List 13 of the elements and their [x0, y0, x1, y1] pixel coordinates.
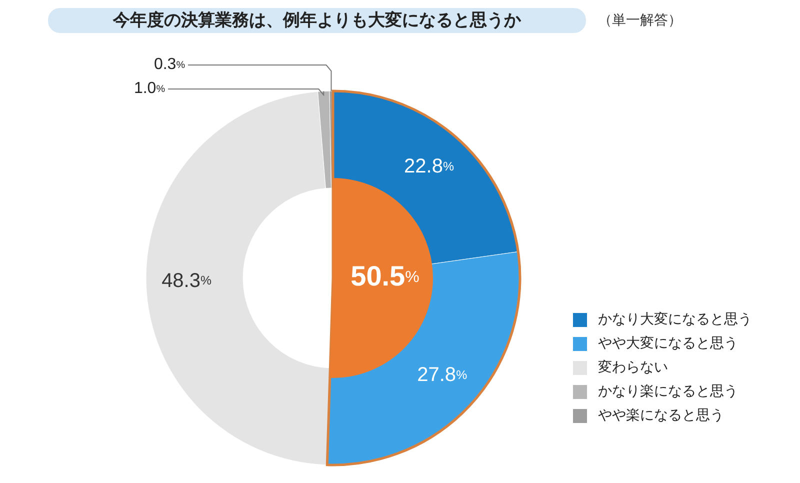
legend-label: やや大変になると思う	[598, 334, 738, 351]
legend-label: かなり大変になると思う	[598, 310, 752, 327]
data-label: 0.3%	[154, 56, 186, 74]
chart-title: 今年度の決算業務は、例年よりも大変になると思うか	[112, 10, 522, 30]
legend-label: かなり楽になると思う	[598, 382, 738, 399]
data-label: 48.3%	[162, 270, 212, 292]
data-label: 27.8%	[417, 364, 468, 386]
legend-label: やや楽になると思う	[598, 406, 724, 423]
text: 50.5%	[350, 260, 420, 292]
data-label: 1.0%	[134, 80, 166, 98]
chart-subtitle: （単一解答）	[598, 12, 682, 28]
legend-label: 変わらない	[598, 358, 668, 375]
data-label: 22.8%	[404, 156, 454, 178]
